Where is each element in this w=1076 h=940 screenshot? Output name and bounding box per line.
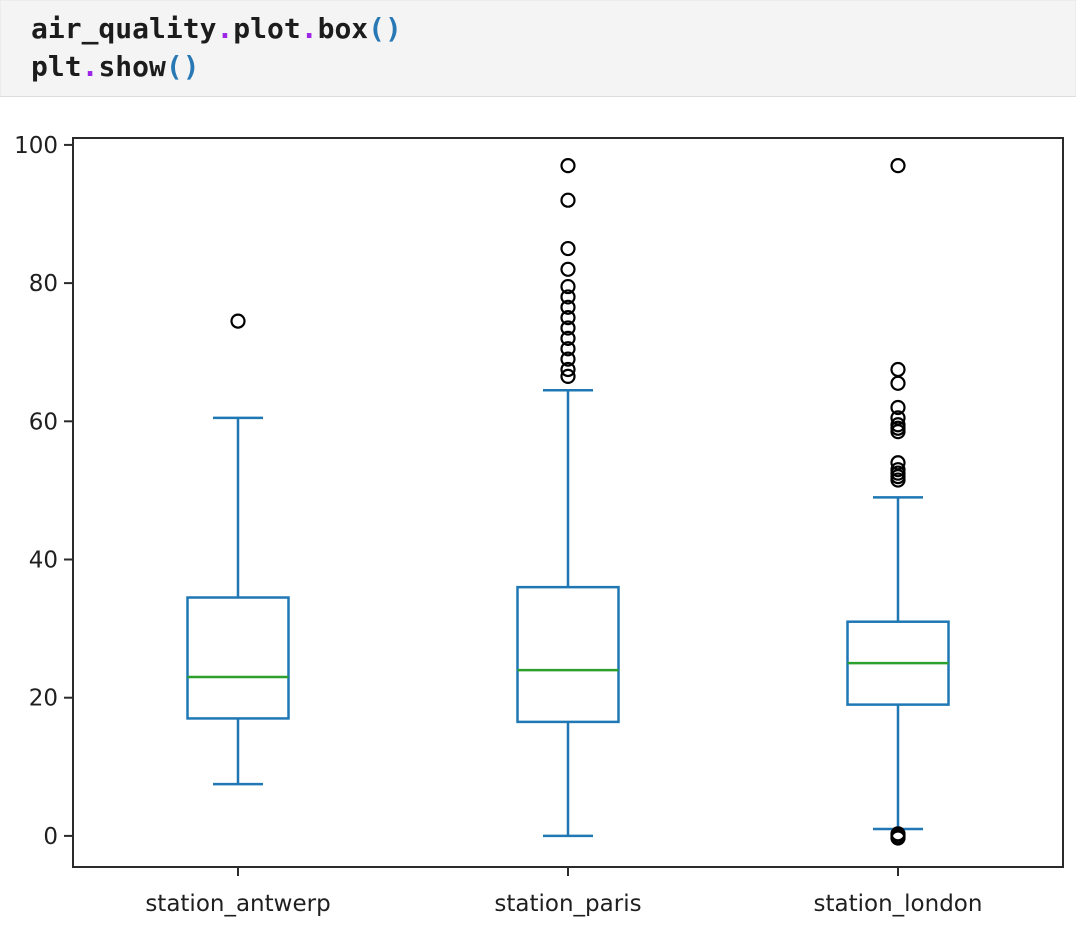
outlier-point — [890, 158, 906, 174]
code-token-name: show — [98, 50, 166, 83]
outlier-point — [560, 368, 576, 384]
code-token-name: plt — [31, 50, 82, 83]
code-token-paren: ( — [368, 12, 386, 45]
code-token-op: . — [216, 12, 234, 45]
outlier-point — [560, 278, 576, 295]
outlier-point — [560, 310, 576, 326]
code-token-paren: ( — [165, 50, 183, 83]
outlier-point — [890, 455, 906, 471]
y-tick-label: 80 — [29, 271, 58, 297]
code-token-name: air_quality — [31, 12, 217, 45]
outlier-point — [560, 351, 576, 367]
outlier-point — [560, 289, 576, 305]
outlier-point — [890, 410, 906, 426]
code-token-name: plot — [233, 12, 301, 45]
code-line: plt.show() — [31, 48, 1045, 86]
outlier-point — [890, 417, 906, 433]
outlier-point — [560, 299, 576, 315]
y-tick-label: 40 — [29, 548, 58, 574]
code-token-paren: ) — [182, 50, 200, 83]
x-tick-label: station_paris — [494, 891, 641, 917]
code-editor[interactable]: air_quality.plot.box() plt.show() — [31, 10, 1045, 86]
outlier-point — [890, 399, 906, 416]
y-tick-label: 20 — [29, 686, 58, 712]
outlier-point — [230, 313, 246, 329]
box-iqr — [186, 596, 290, 720]
y-tick-label: 100 — [14, 133, 58, 159]
outlier-point — [560, 240, 576, 257]
code-token-op: . — [81, 50, 99, 83]
outlier-point — [890, 361, 906, 378]
x-tick-label: station_london — [814, 891, 983, 917]
outlier-point — [560, 341, 576, 357]
y-tick-label: 0 — [43, 824, 58, 850]
x-tick-label: station_antwerp — [145, 891, 330, 917]
outlier-point — [560, 158, 576, 174]
code-cell[interactable]: air_quality.plot.box() plt.show() — [0, 0, 1076, 97]
outlier-point — [560, 192, 576, 208]
box-iqr — [516, 585, 620, 724]
boxplot-chart: 0 20 40 60 80 100 station_antwerp station_paris… — [14, 133, 1064, 917]
code-token-paren: ) — [385, 12, 402, 45]
boxplot-figure: 0 20 40 60 80 100 station_antwerp station_paris… — [0, 97, 1076, 940]
outlier-point — [890, 826, 906, 842]
outlier-point — [890, 375, 906, 391]
outlier-point — [560, 320, 576, 336]
outlier-point — [560, 361, 576, 378]
outlier-point — [560, 261, 576, 277]
code-line: air_quality.plot.box() — [31, 10, 1045, 48]
y-tick-label: 60 — [29, 409, 58, 435]
outlier-point — [890, 462, 906, 478]
code-token-name: box — [317, 12, 369, 45]
code-token-op: . — [300, 12, 318, 45]
outlier-point — [560, 330, 576, 346]
